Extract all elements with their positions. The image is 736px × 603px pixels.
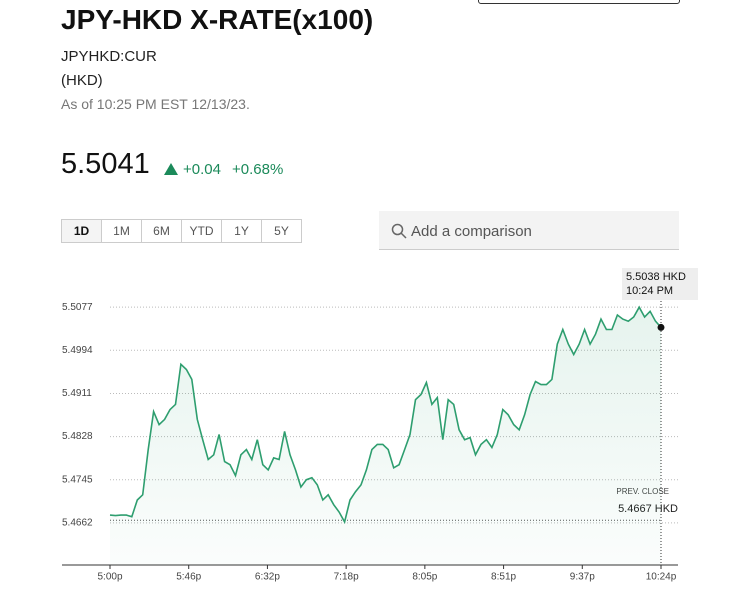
price: 5.5041 — [61, 148, 150, 180]
range-button[interactable]: 1M — [102, 220, 142, 242]
x-tick-label: 5:46p — [176, 572, 201, 583]
tooltip-time: 10:24 PM — [626, 285, 673, 297]
price-line — [109, 305, 662, 525]
change-pct: +0.68% — [232, 161, 284, 178]
range-button[interactable]: 5Y — [274, 224, 289, 238]
x-tick-label: 6:32p — [255, 572, 280, 583]
x-tick-label: 10:24p — [646, 572, 677, 583]
ticker: JPYHKD:CUR — [61, 48, 157, 65]
y-tick-label: 5.5077 — [62, 302, 93, 313]
range-button[interactable]: 1Y — [222, 220, 262, 242]
x-tick-label: 8:51p — [491, 572, 516, 583]
change: +0.04 — [183, 161, 221, 178]
x-tick-label: 9:37p — [570, 572, 595, 583]
search-box[interactable]: Add a comparison — [379, 211, 679, 250]
area — [110, 307, 661, 565]
range-button[interactable]: 6M — [142, 220, 182, 242]
x-tick-label: 8:05p — [412, 572, 437, 583]
x-tick-label: 5:00p — [97, 572, 122, 583]
title: JPY-HKD X-RATE(x100) — [61, 4, 374, 35]
x-tick-label: 7:18p — [334, 572, 359, 583]
tooltip-dot — [657, 323, 665, 331]
top-button[interactable] — [478, 0, 680, 4]
search-placeholder: Add a comparison — [411, 223, 532, 240]
search-icon — [391, 223, 407, 239]
range-button[interactable]: 1D — [62, 220, 102, 242]
range-buttons: 1D 1M 6M YTD 1Y 5Y — [61, 219, 302, 243]
as-of: As of 10:25 PM EST 12/13/23. — [61, 96, 250, 112]
tooltip-box — [622, 268, 698, 300]
tooltip-value: 5.5038 HKD — [626, 271, 686, 283]
y-tick-label: 5.4745 — [62, 474, 93, 485]
y-tick-label: 5.4994 — [62, 345, 93, 356]
up-arrow — [164, 163, 178, 175]
y-tick-label: 5.4662 — [62, 518, 93, 529]
y-tick-label: 5.4911 — [62, 388, 92, 399]
range-button[interactable]: YTD — [182, 220, 222, 242]
y-tick-label: 5.4828 — [62, 431, 93, 442]
currency: (HKD) — [61, 72, 103, 89]
